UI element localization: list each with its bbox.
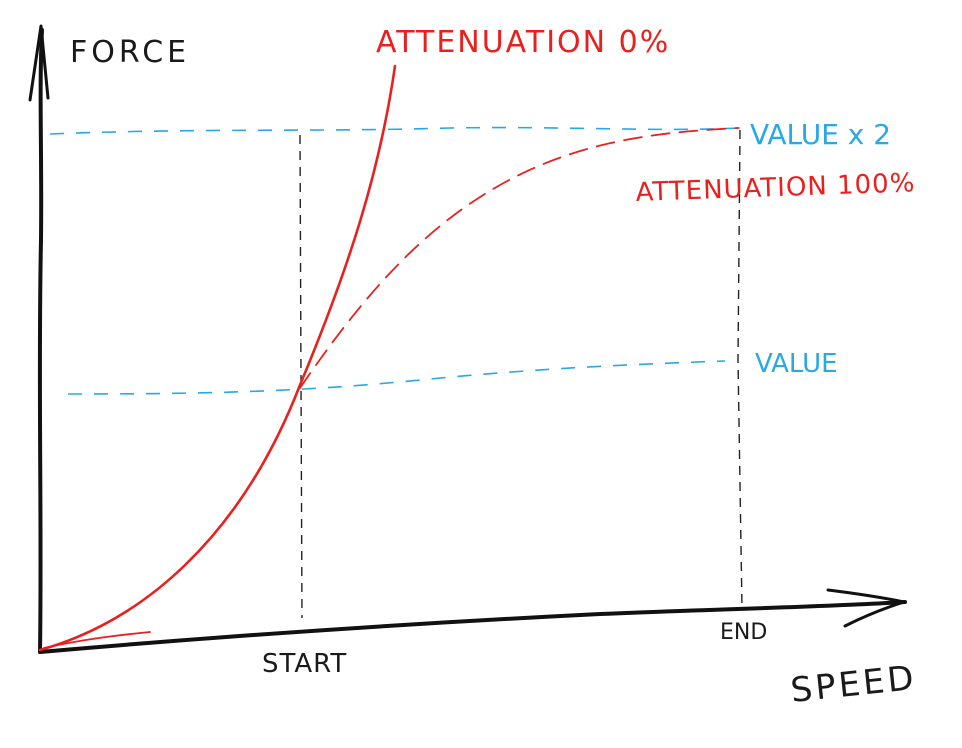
x-axis-arrowhead <box>826 588 906 628</box>
y-axis-line <box>37 28 44 654</box>
value-x2-label: VALUE x 2 <box>750 118 891 151</box>
start-label: START <box>262 649 347 679</box>
start-guide-line <box>299 134 303 619</box>
y-axis-arrowhead <box>28 24 50 102</box>
end-label: END <box>720 620 767 645</box>
curves <box>38 64 739 652</box>
value-label: VALUE <box>755 349 838 379</box>
end-guide-line <box>737 129 743 609</box>
x-axis-label: SPEED <box>789 658 919 711</box>
horizontal-guides <box>49 126 741 395</box>
value-x2-guide-line <box>49 126 741 135</box>
attenuation-100-label: ATTENUATION 100% <box>635 168 916 208</box>
attenuation-0-curve-tail <box>43 631 151 649</box>
attenuation-100-curve <box>299 127 739 389</box>
axes <box>28 24 907 654</box>
y-axis-label: FORCE <box>70 35 190 70</box>
x-axis-line <box>38 600 907 654</box>
attenuation-0-label: ATTENUATION 0% <box>376 25 670 60</box>
value-guide-line <box>67 360 726 395</box>
attenuation-0-curve <box>38 64 397 652</box>
